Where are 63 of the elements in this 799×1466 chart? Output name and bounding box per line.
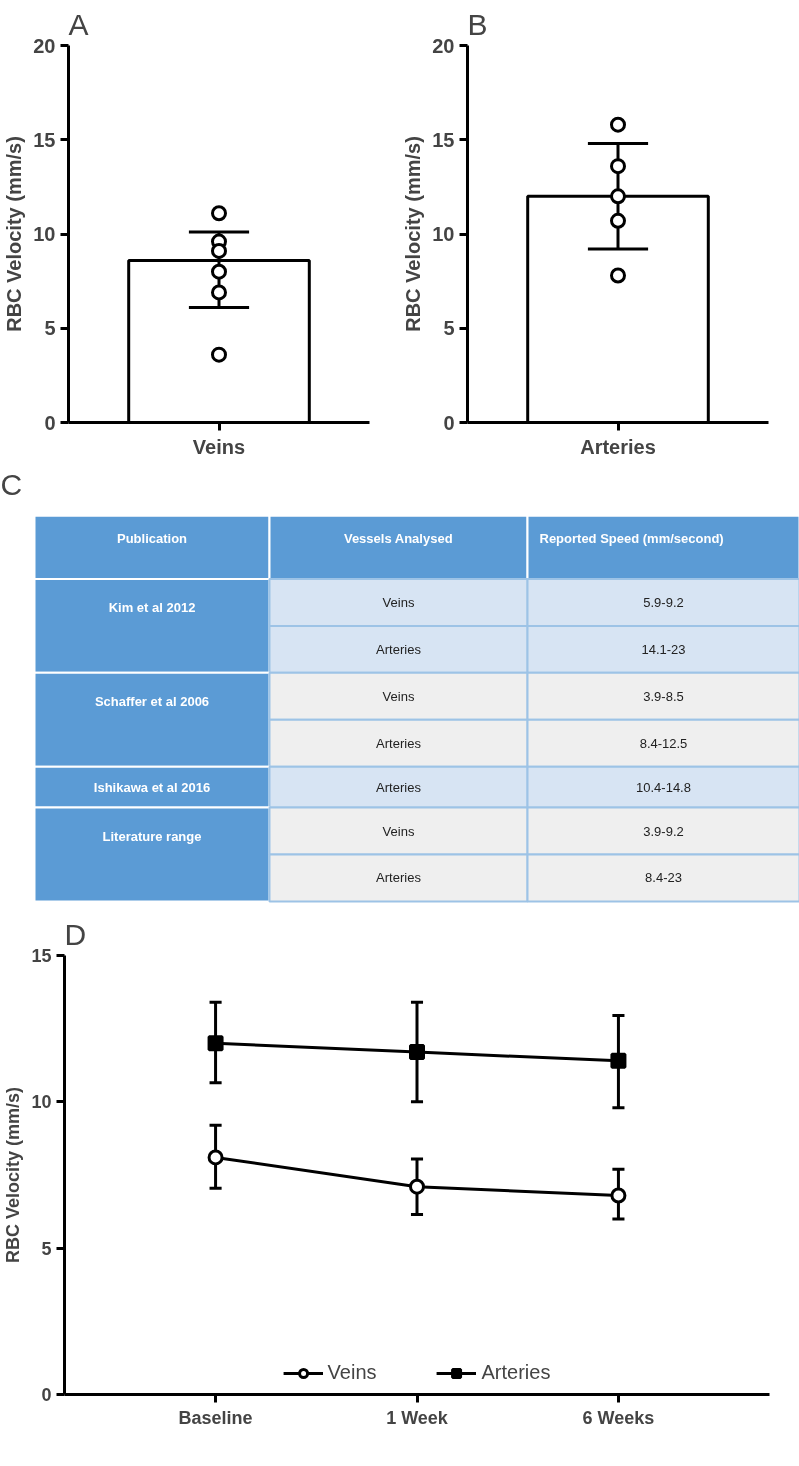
x-tick-label: 6 Weeks — [582, 1407, 655, 1428]
legend-label: Arteries — [481, 1361, 551, 1384]
text: Vessels Analysed — [343, 530, 453, 546]
chart-title: D — [64, 917, 87, 951]
text: C — [0, 467, 23, 501]
text: Publication — [116, 530, 188, 546]
y-tick-label: 20 — [33, 34, 56, 57]
point — [610, 188, 626, 205]
y-tick-label: 10 — [432, 223, 455, 245]
text: 8.4-12.5 — [639, 735, 688, 751]
text: 10.4-14.8 — [636, 779, 691, 795]
text: 8.4-23 — [645, 870, 682, 886]
y-tick-label: 15 — [31, 946, 52, 966]
text: Schaffer et al 2006 — [94, 693, 210, 709]
text: Ishikawa et al 2016 — [93, 779, 211, 795]
point — [211, 205, 227, 222]
x-tick-label: Baseline — [178, 1407, 253, 1428]
text: Veins — [382, 688, 415, 704]
text: 3.9-9.2 — [643, 823, 684, 839]
text: Reported Speed (mm/second) — [539, 530, 724, 546]
y-tick-label: 10 — [31, 1092, 52, 1113]
point — [409, 1044, 425, 1061]
point — [610, 1187, 627, 1204]
point — [211, 263, 227, 280]
chart-title: B — [467, 7, 488, 41]
x-tick-label: 1 Week — [386, 1407, 449, 1428]
point — [207, 1035, 224, 1052]
point — [610, 212, 626, 229]
y-tick-label: 15 — [432, 128, 455, 151]
text: Veins — [382, 823, 415, 839]
y-tick-label: 0 — [41, 1385, 52, 1405]
text: 14.1-23 — [641, 641, 686, 657]
point — [409, 1178, 425, 1195]
y-axis-title: RBC Velocity (mm/s) — [3, 1086, 24, 1264]
y-tick-label: 20 — [432, 34, 455, 57]
point — [211, 284, 227, 301]
point — [610, 158, 626, 175]
text: Literature range — [102, 828, 202, 844]
y-axis-title: RBC Velocity (mm/s) — [3, 136, 26, 332]
text: Arteries — [376, 641, 422, 657]
point — [211, 346, 227, 363]
point — [610, 1052, 627, 1069]
point — [610, 267, 626, 284]
y-tick-label: 5 — [41, 1238, 52, 1259]
y-tick-label: 10 — [33, 223, 56, 245]
y-tick-label: 5 — [443, 317, 455, 340]
text: 3.9-8.5 — [643, 688, 684, 704]
point — [207, 1149, 224, 1166]
text: Arteries — [376, 779, 422, 795]
text: Veins — [382, 594, 415, 610]
text: Arteries — [376, 735, 422, 751]
point — [211, 242, 227, 259]
chart-title: A — [68, 7, 89, 41]
y-tick-label: 5 — [44, 317, 56, 340]
y-tick-label: 15 — [33, 128, 56, 151]
text: Kim et al 2012 — [108, 600, 196, 616]
y-axis-title: RBC Velocity (mm/s) — [402, 136, 425, 332]
legend-label: Veins — [327, 1361, 377, 1384]
y-tick-label: 0 — [44, 411, 56, 434]
text: 5.9-9.2 — [643, 594, 684, 610]
y-tick-label: 0 — [443, 411, 455, 434]
point — [610, 116, 626, 133]
text: Arteries — [376, 870, 422, 886]
